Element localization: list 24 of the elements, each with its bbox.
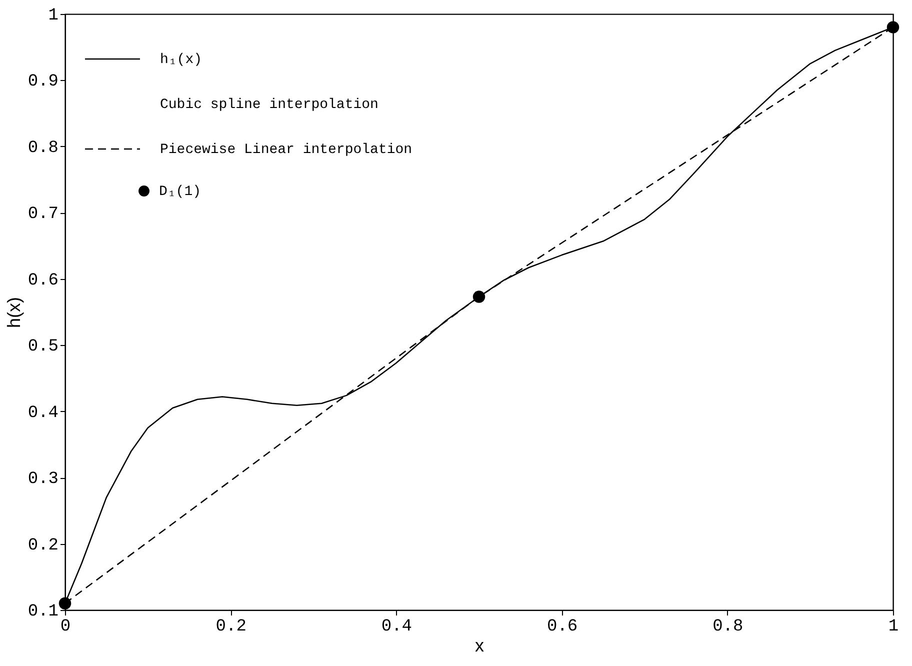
point xyxy=(472,290,486,303)
legend-label: D₁(1) xyxy=(159,184,202,200)
x-tick-label: 0.8 xyxy=(712,618,744,636)
y-tick-label: 0.5 xyxy=(28,338,58,357)
text: h₁(x) Cubic spline interpolation xyxy=(160,52,378,113)
x-axis-title: x xyxy=(475,636,484,656)
point xyxy=(58,597,72,610)
point xyxy=(886,21,900,34)
y-tick-label: 0.7 xyxy=(28,205,58,224)
x-tick-label: 0.4 xyxy=(381,618,412,636)
legend-label: Piecewise Linear interpolation xyxy=(160,142,412,158)
x-tick-label: 0.6 xyxy=(546,618,578,636)
y-tick-label: 0.3 xyxy=(28,470,58,490)
y-tick-label: 0.4 xyxy=(28,404,58,423)
x-tick-label: 1 xyxy=(888,618,899,636)
y-tick-label: 0.6 xyxy=(28,271,58,290)
y-tick-label: 0.8 xyxy=(28,138,58,158)
x-tick-label: 0.2 xyxy=(216,618,246,636)
y-tick-label: 0.2 xyxy=(28,536,58,556)
y-tick-label: 1 xyxy=(48,6,58,26)
y-axis-title: h(x) xyxy=(4,297,24,328)
y-tick-label: 0.1 xyxy=(28,602,58,622)
x-tick-label: 0 xyxy=(60,618,71,636)
y-tick-label: 0.9 xyxy=(28,72,58,92)
